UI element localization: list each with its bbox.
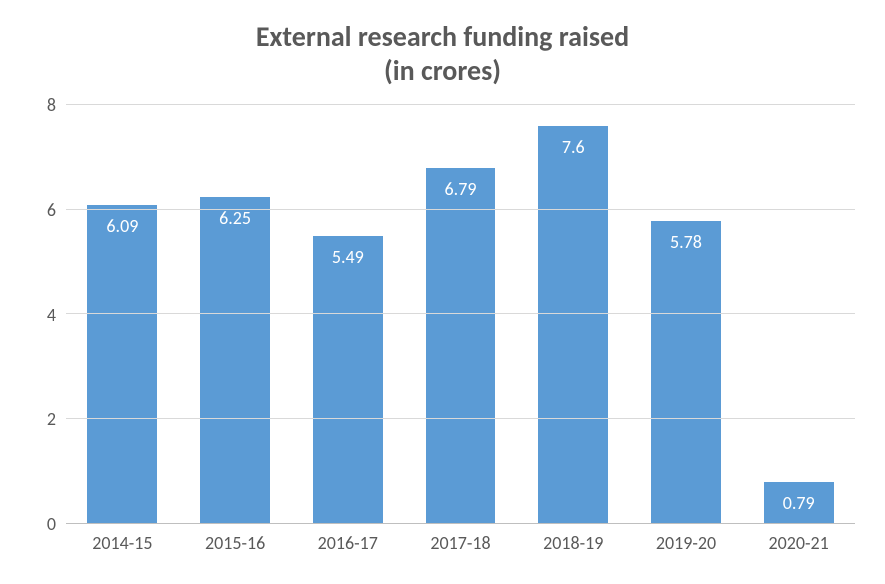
x-tick: 2014-15 <box>66 532 179 554</box>
x-tick: 2017-18 <box>404 532 517 554</box>
x-tick-container: 2014-152015-162016-172017-182018-192019-… <box>66 524 855 554</box>
chart-title: External research funding raised (in cro… <box>30 20 855 87</box>
bar-container: 6.09 6.25 5.49 6.79 7.6 5.78 0.79 <box>66 105 855 523</box>
bar: 6.79 <box>426 168 496 523</box>
bar-slot: 0.79 <box>742 105 855 523</box>
bar: 5.49 <box>313 236 383 523</box>
bar: 6.09 <box>87 205 157 523</box>
bar: 5.78 <box>651 221 721 523</box>
bar: 7.6 <box>538 126 608 523</box>
chart-title-line1: External research funding raised <box>30 20 855 54</box>
bar: 0.79 <box>764 482 834 523</box>
x-axis: 2014-152015-162016-172017-182018-192019-… <box>30 524 855 554</box>
gridline <box>66 418 855 419</box>
bar: 6.25 <box>200 197 270 523</box>
bar-slot: 6.09 <box>66 105 179 523</box>
bar-value-label: 5.49 <box>332 246 364 268</box>
x-tick: 2016-17 <box>291 532 404 554</box>
bar-value-label: 7.6 <box>562 136 585 158</box>
bar-slot: 6.79 <box>404 105 517 523</box>
gridline <box>66 104 855 105</box>
bar-slot: 7.6 <box>517 105 630 523</box>
y-axis: 86420 <box>30 105 66 524</box>
chart-area: 86420 6.09 6.25 5.49 6.79 7.6 5.78 0.79 2014-1… <box>30 105 855 554</box>
x-tick: 2020-21 <box>742 532 855 554</box>
x-tick: 2019-20 <box>630 532 743 554</box>
bar-value-label: 0.79 <box>783 492 815 514</box>
plot: 6.09 6.25 5.49 6.79 7.6 5.78 0.79 <box>66 105 855 524</box>
bar-value-label: 6.09 <box>106 215 138 237</box>
plot-row: 86420 6.09 6.25 5.49 6.79 7.6 5.78 0.79 <box>30 105 855 524</box>
bar-value-label: 5.78 <box>670 231 702 253</box>
bar-value-label: 6.25 <box>219 207 251 229</box>
bar-slot: 6.25 <box>179 105 292 523</box>
x-tick: 2015-16 <box>179 532 292 554</box>
bar-slot: 5.78 <box>630 105 743 523</box>
bar-slot: 5.49 <box>291 105 404 523</box>
x-tick: 2018-19 <box>517 532 630 554</box>
bar-value-label: 6.79 <box>445 178 477 200</box>
gridline <box>66 209 855 210</box>
gridline <box>66 313 855 314</box>
chart-title-line2: (in crores) <box>30 54 855 88</box>
